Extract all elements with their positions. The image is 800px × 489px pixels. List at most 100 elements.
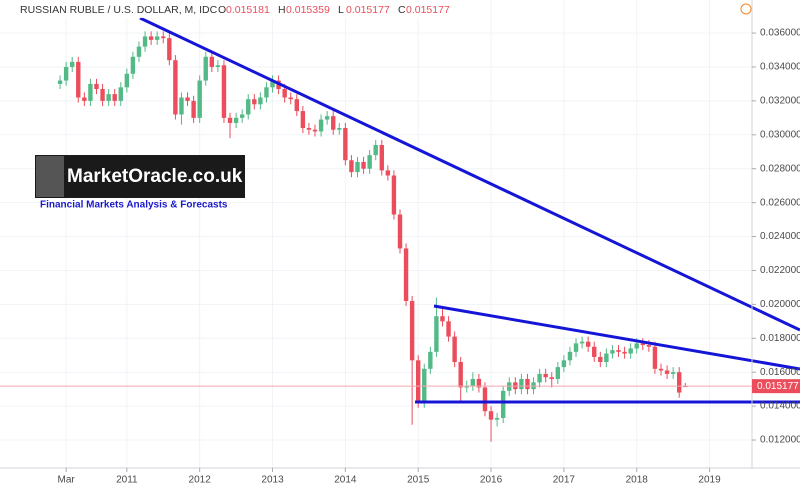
candle-body (227, 117, 233, 123)
x-tick-label: 2011 (116, 475, 138, 486)
candle-body (82, 97, 87, 101)
candle-body (604, 353, 609, 363)
candle-body (670, 372, 676, 374)
grid (0, 0, 752, 468)
candle-body (239, 114, 245, 118)
candle-body (470, 378, 476, 386)
candle-body (70, 61, 75, 67)
candle-body (677, 372, 682, 393)
candle-body (525, 378, 530, 390)
candle-body (173, 60, 178, 115)
candle-body (331, 116, 336, 130)
y-tick-label: 0.014000 (760, 401, 800, 412)
y-tick-label: 0.022000 (760, 265, 800, 276)
last-price-label: 0.015177 (757, 381, 799, 392)
logo-tagline: Financial Markets Analysis & Forecasts (40, 200, 228, 211)
x-tick-label: 2019 (698, 475, 721, 486)
candle-body (537, 373, 542, 383)
y-tick-label: 0.024000 (760, 231, 800, 242)
candle-body (154, 36, 160, 40)
candle-body (561, 360, 567, 368)
candle-body (318, 119, 324, 132)
y-tick-label: 0.034000 (760, 62, 800, 73)
candle-body (367, 155, 372, 169)
candle-body (94, 83, 99, 90)
candle-body (397, 214, 403, 249)
ohlc-value: 0.015181 (226, 4, 270, 16)
candle-body (610, 350, 615, 354)
candle-body (252, 99, 257, 105)
x-tick-label: 2013 (261, 475, 284, 486)
candle-body (494, 417, 500, 420)
ohlc-value: 0.015177 (346, 4, 390, 16)
candle-body (634, 343, 639, 349)
logo-box (35, 155, 245, 198)
candle-body (476, 378, 482, 388)
candle-body (191, 100, 196, 118)
x-tick-label: 2015 (407, 475, 430, 486)
alert-icon[interactable] (740, 3, 752, 15)
y-tick-label: 0.020000 (760, 299, 800, 310)
candle-body (592, 346, 597, 357)
candle-body (179, 97, 184, 115)
candle-body (233, 117, 239, 123)
x-tick-label: 2014 (334, 475, 357, 486)
candle-body (324, 116, 330, 120)
trend-line (433, 304, 800, 371)
candle-body (264, 87, 269, 98)
candle-body (373, 144, 378, 156)
candle-body (337, 128, 342, 130)
candle-body (549, 377, 554, 379)
y-tick-label: 0.032000 (760, 96, 800, 107)
candle-body (658, 368, 664, 371)
candle-body (270, 80, 275, 88)
candle-body (403, 248, 409, 301)
candle-body (664, 370, 670, 374)
ohlc-letter: L (338, 4, 344, 16)
header-values: O 0.015181 H 0.015359 L 0.015177 C 0.015177 (218, 4, 450, 16)
candle-body (555, 367, 561, 379)
candle-body (428, 351, 433, 369)
candle-body (300, 111, 306, 129)
candle-body (124, 73, 130, 88)
candle-body (76, 61, 81, 98)
candle-body (246, 99, 251, 115)
candle-body (482, 387, 488, 412)
x-tick-label: Mar (58, 475, 76, 486)
header-title: RUSSIAN RUBLE / U.S. DOLLAR, M, IDC (20, 4, 218, 16)
candle-body (88, 83, 93, 101)
y-tick-label: 0.028000 (760, 163, 800, 174)
header-bg (0, 0, 470, 18)
candle-body (161, 36, 166, 39)
candle-body (652, 346, 658, 369)
candle-body (598, 356, 603, 363)
candle-body (519, 378, 524, 390)
candle-body (585, 341, 591, 347)
x-tick-label: 2012 (189, 475, 212, 486)
ohlc-letter: C (398, 4, 406, 16)
candle-body (136, 46, 142, 57)
candle-body (63, 66, 69, 81)
ohlc-letter: O (218, 4, 226, 16)
y-tick-label: 0.016000 (760, 367, 800, 378)
logo-text: MarketOracle.co.uk (67, 166, 243, 187)
candle-body (148, 36, 154, 40)
candle-body (573, 343, 579, 352)
candle-body (500, 390, 506, 418)
candle-body (306, 128, 312, 130)
ohlc-value: 0.015177 (406, 4, 450, 16)
candle-body (100, 89, 105, 101)
y-tick-label: 0.026000 (760, 197, 800, 208)
candle-body (258, 97, 263, 105)
candle-body (343, 128, 348, 161)
x-tick-label: 2016 (480, 475, 503, 486)
candle-body (209, 56, 215, 67)
candle-body (440, 316, 445, 322)
candle-body (130, 56, 136, 74)
candle-body (579, 341, 585, 344)
candle-body (543, 373, 548, 378)
last-price-tag (752, 379, 800, 394)
candle-body (312, 129, 318, 132)
logo: MarketOracle.co.uk Financial Markets Ana… (35, 155, 245, 211)
